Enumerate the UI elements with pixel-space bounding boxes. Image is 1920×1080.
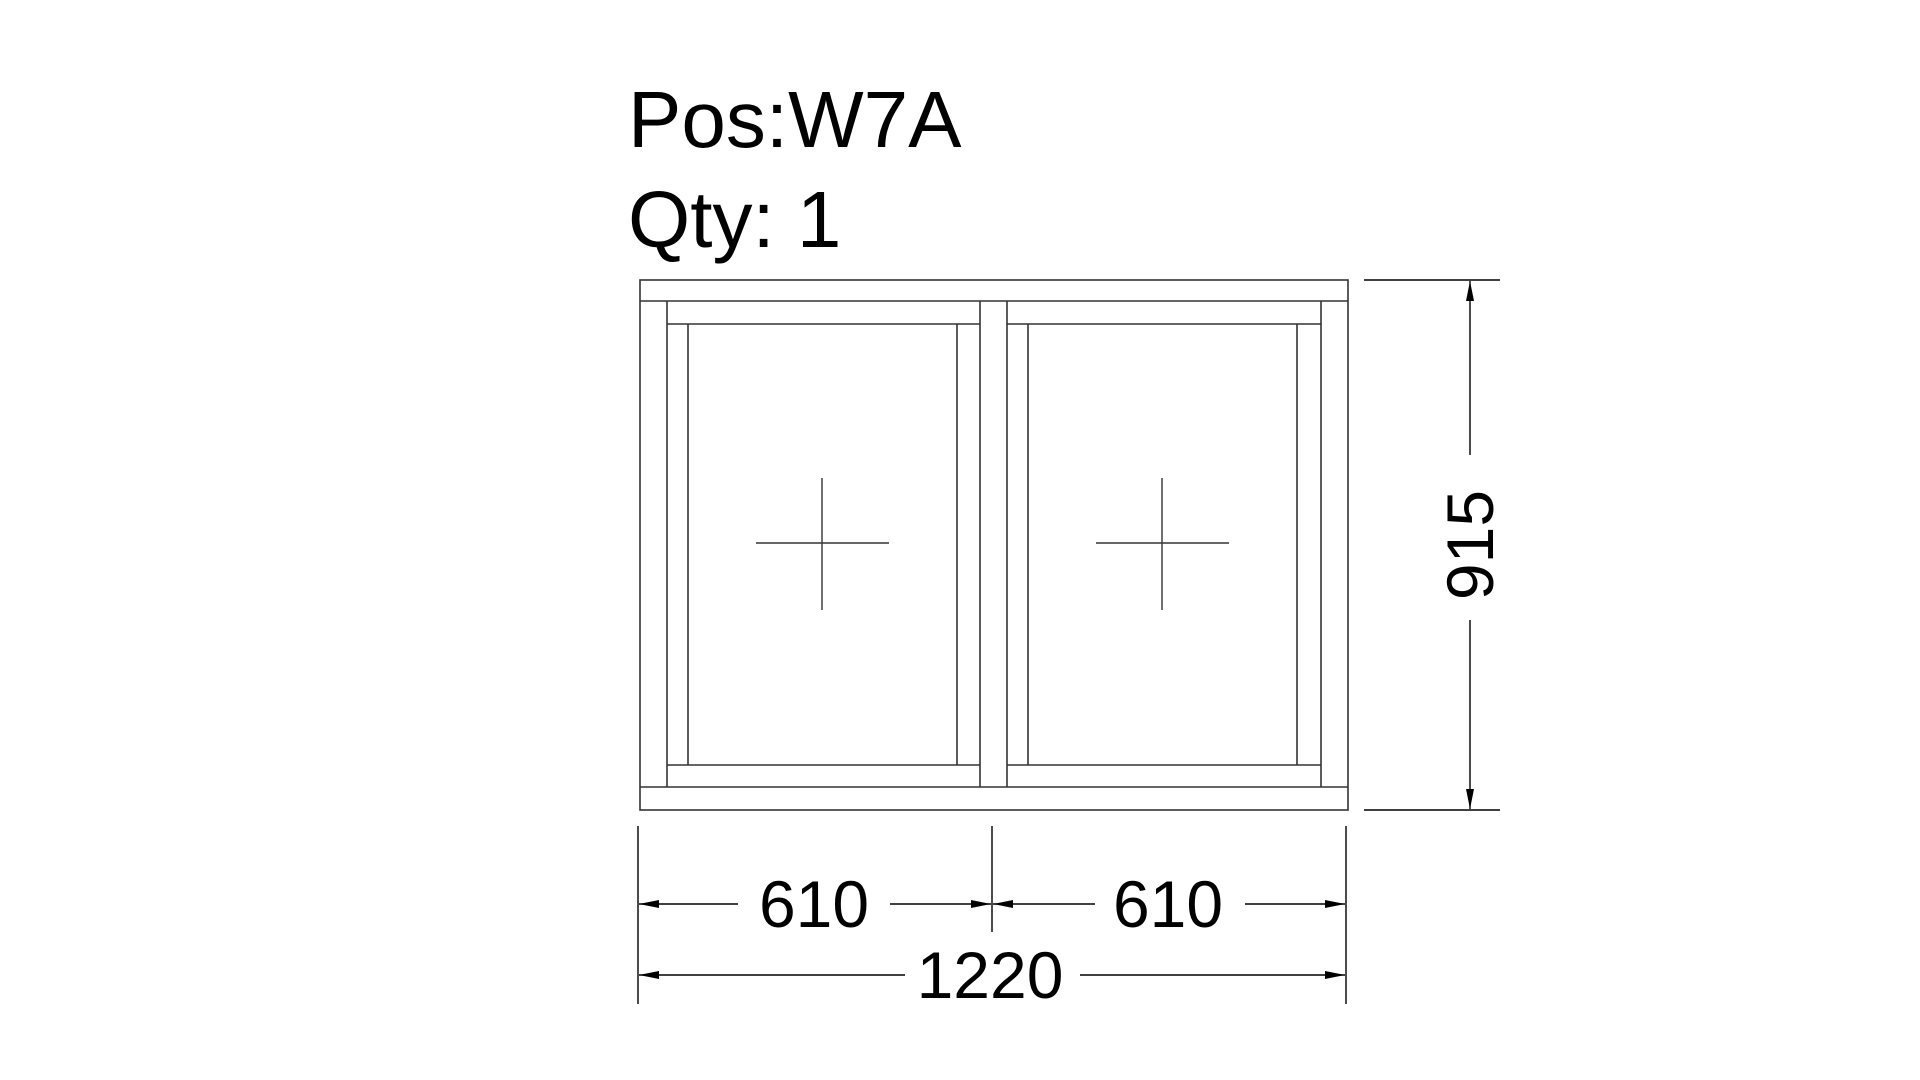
right-sash-fixed-symbol	[1096, 478, 1229, 610]
height-dimension-label: 915	[1433, 490, 1507, 600]
frame-outer-edge	[639, 279, 1349, 811]
left-sash-width-label: 610	[759, 867, 869, 941]
width-dimension-extensions	[637, 826, 1347, 1004]
right-sash-width-label: 610	[1113, 867, 1223, 941]
left-sash-fixed-symbol	[756, 478, 889, 610]
window-frame	[639, 279, 1349, 811]
quantity-label: Qty: 1	[628, 175, 842, 264]
left-sash	[667, 323, 980, 766]
position-label: Pos:W7A	[628, 75, 962, 164]
right-sash	[1007, 323, 1321, 766]
height-dimension	[1364, 279, 1500, 811]
overall-width-label: 1220	[917, 938, 1064, 1012]
